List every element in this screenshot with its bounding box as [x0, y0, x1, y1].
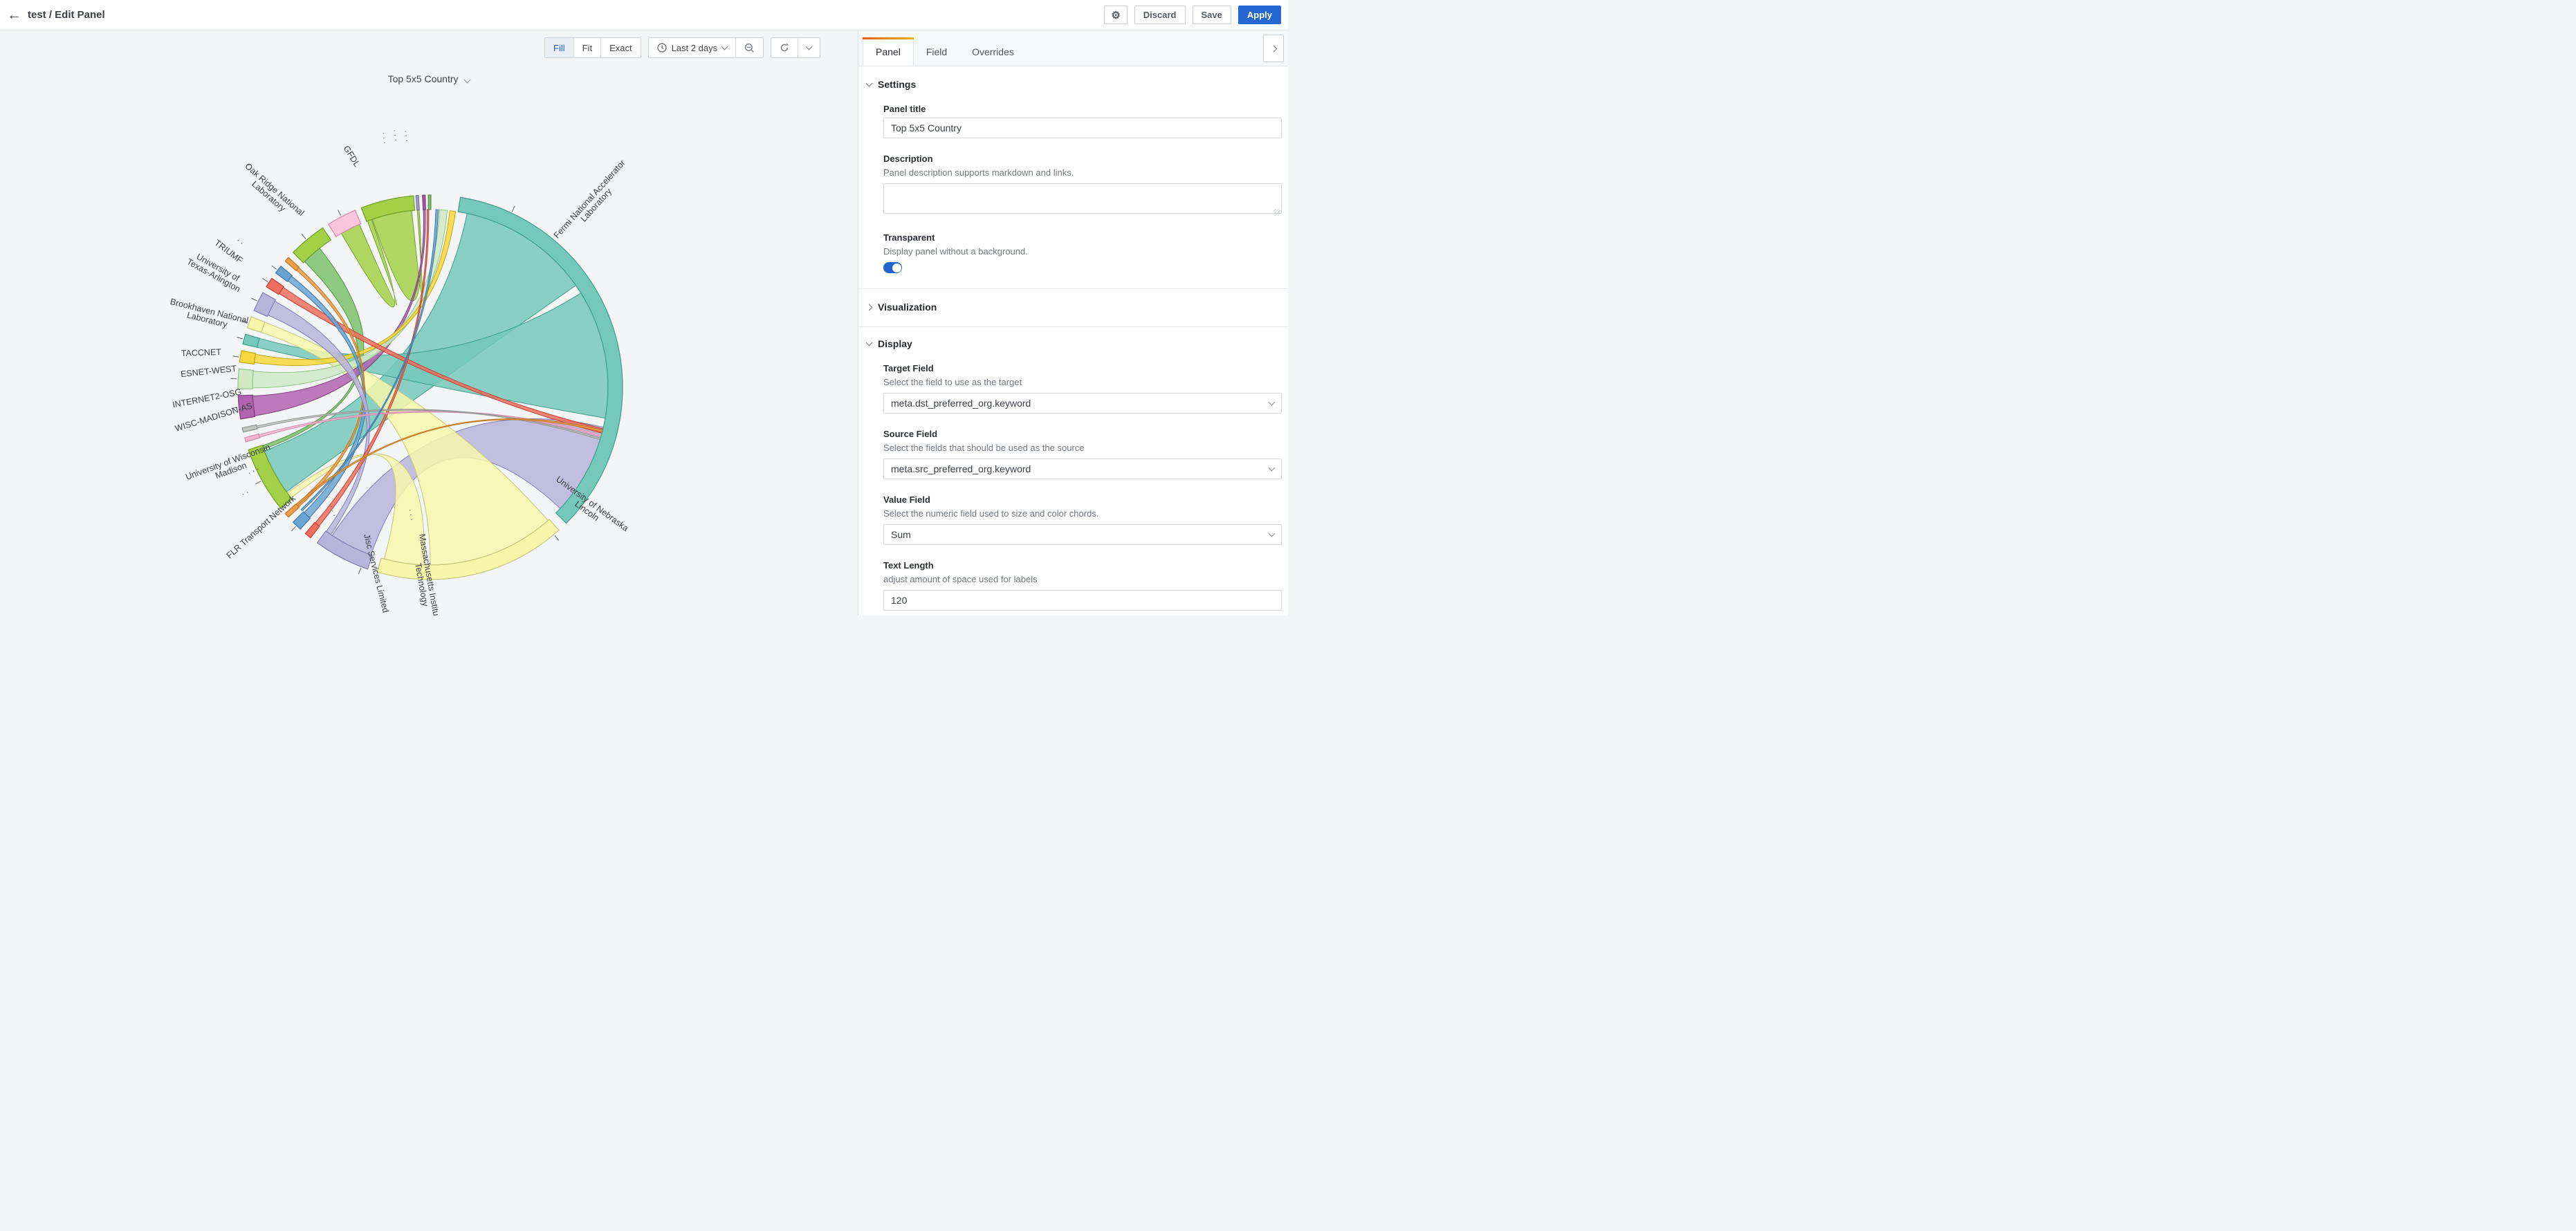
target-field-select[interactable]: meta.dst_preferred_org.keyword — [883, 393, 1282, 414]
chevron-down-icon — [463, 76, 471, 84]
transparent-toggle[interactable] — [883, 262, 902, 273]
chevron-down-icon — [865, 339, 873, 346]
description-field: Description Panel description supports m… — [883, 154, 1282, 217]
panel-title-input[interactable] — [883, 118, 1282, 138]
target-field-value: meta.dst_preferred_org.keyword — [891, 398, 1031, 409]
chevron-down-icon — [1268, 398, 1276, 406]
section-display[interactable]: Display — [865, 335, 1281, 352]
source-field-label: Source Field — [883, 429, 938, 439]
size-mode-fit[interactable]: Fit — [574, 38, 602, 57]
section-visualization-label: Visualization — [878, 302, 937, 313]
apply-button[interactable]: Apply — [1238, 6, 1281, 24]
divider — [858, 326, 1288, 327]
tab-overrides[interactable]: Overrides — [972, 46, 1014, 57]
panel-title-label: Panel title — [883, 104, 926, 114]
tab-field[interactable]: Field — [926, 46, 948, 57]
discard-button[interactable]: Discard — [1134, 6, 1186, 24]
refresh-group — [771, 37, 821, 58]
refresh-interval-dropdown[interactable] — [798, 38, 820, 57]
transparent-label: Transparent — [883, 232, 935, 243]
tab-panel[interactable]: Panel — [863, 37, 914, 66]
panel-settings-button[interactable]: ⚙ — [1104, 6, 1128, 24]
size-mode-group: Fill Fit Exact — [544, 37, 641, 58]
value-field-label: Value Field — [883, 494, 930, 505]
back-arrow-icon[interactable]: ← — [7, 7, 21, 23]
chevron-down-icon — [1268, 464, 1276, 472]
svg-text:FLR Transport Network: FLR Transport Network — [225, 493, 298, 560]
chevron-right-icon — [865, 304, 873, 311]
svg-text:· · ·: · · · — [326, 504, 338, 518]
display-body: Target Field Select the field to use as … — [883, 363, 1282, 611]
text-length-field: Text Length adjust amount of space used … — [883, 560, 1282, 611]
canvas-toolbar: Fill Fit Exact Last 2 days — [544, 37, 821, 58]
divider — [858, 288, 1288, 289]
section-display-label: Display — [878, 338, 912, 349]
time-range-picker[interactable]: Last 2 days — [649, 38, 737, 57]
size-mode-exact[interactable]: Exact — [609, 42, 632, 53]
svg-text:Brookhaven NationalLaboratory: Brookhaven NationalLaboratory — [167, 297, 249, 334]
refresh-button[interactable] — [771, 38, 799, 57]
text-length-help: adjust amount of space used for labels — [883, 574, 1038, 584]
header-actions: ⚙ Discard Save Apply — [1104, 6, 1281, 24]
description-label: Description — [883, 154, 933, 164]
section-settings[interactable]: Settings — [865, 76, 1281, 93]
svg-text:· · ·: · · · — [406, 508, 416, 521]
options-tabbar: Panel Field Overrides — [858, 30, 1288, 66]
source-field: Source Field Select the fields that shou… — [883, 429, 1282, 479]
svg-text:· ·: · · — [240, 488, 250, 499]
value-field-help: Select the numeric field used to size an… — [883, 508, 1099, 519]
svg-text:GFDL: GFDL — [342, 144, 362, 169]
clock-icon — [656, 43, 667, 53]
svg-text:· · ·: · · · — [390, 129, 400, 141]
target-field: Target Field Select the field to use as … — [883, 363, 1282, 414]
settings-body: Panel title Description Panel descriptio… — [883, 104, 1282, 273]
description-textarea[interactable] — [883, 183, 1282, 214]
svg-text:· · ·: · · · — [379, 131, 389, 144]
text-length-input[interactable] — [883, 590, 1282, 611]
panel-header-title[interactable]: Top 5x5 Country — [0, 73, 858, 84]
svg-text:Fermi National AcceleratorLabo: Fermi National AcceleratorLaboratory — [552, 158, 634, 247]
svg-text:· · ·: · · · — [401, 129, 411, 142]
svg-text:TACCNET: TACCNET — [181, 347, 222, 358]
transparent-field: Transparent Display panel without a back… — [883, 232, 1282, 273]
value-field-value: Sum — [891, 529, 911, 540]
svg-text:· ·: · · — [234, 237, 246, 248]
section-settings-label: Settings — [878, 79, 917, 90]
chord-diagram[interactable]: Fermi National AcceleratorLaboratoryUniv… — [0, 30, 858, 616]
options-content: Settings Panel title Description Panel d… — [858, 66, 1288, 616]
description-help: Panel description supports markdown and … — [883, 167, 1074, 178]
page-title: test / Edit Panel — [28, 9, 105, 21]
chevron-down-icon — [805, 43, 813, 50]
app-header: ← test / Edit Panel ⚙ Discard Save Apply — [0, 0, 1288, 30]
refresh-icon — [780, 43, 789, 52]
size-mode-fill[interactable]: Fill — [545, 38, 574, 57]
transparent-help: Display panel without a background. — [883, 246, 1028, 257]
target-field-label: Target Field — [883, 363, 934, 373]
chevron-down-icon — [1268, 530, 1276, 537]
svg-text:Oak Ridge NationalLaboratory: Oak Ridge NationalLaboratory — [237, 161, 306, 224]
time-picker-group: Last 2 days — [647, 37, 764, 58]
edit-canvas: Fill Fit Exact Last 2 days — [0, 30, 858, 616]
section-visualization[interactable]: Visualization — [865, 297, 1281, 317]
gear-icon: ⚙ — [1111, 9, 1121, 21]
source-field-help: Select the fields that should be used as… — [883, 443, 1085, 453]
target-field-help: Select the field to use as the target — [883, 377, 1022, 387]
zoom-out-time-button[interactable] — [736, 38, 763, 57]
time-range-label: Last 2 days — [671, 42, 718, 53]
panel-header-title-text: Top 5x5 Country — [387, 73, 459, 84]
panel-title-field: Panel title — [883, 104, 1282, 138]
zoom-out-icon — [744, 43, 754, 53]
save-button[interactable]: Save — [1192, 6, 1231, 24]
options-side-panel: Panel Field Overrides Settings Panel tit… — [858, 30, 1288, 616]
chevron-down-icon — [865, 80, 873, 87]
tabbar-next-button[interactable] — [1263, 35, 1284, 62]
source-field-select[interactable]: meta.src_preferred_org.keyword — [883, 459, 1282, 479]
value-field-select[interactable]: Sum — [883, 524, 1282, 545]
chevron-right-icon — [1270, 45, 1277, 52]
chevron-down-icon — [721, 43, 728, 50]
source-field-value: meta.src_preferred_org.keyword — [891, 463, 1031, 474]
value-field: Value Field Select the numeric field use… — [883, 494, 1282, 545]
svg-text:ESNET-WEST: ESNET-WEST — [180, 364, 237, 379]
text-length-label: Text Length — [883, 560, 934, 571]
